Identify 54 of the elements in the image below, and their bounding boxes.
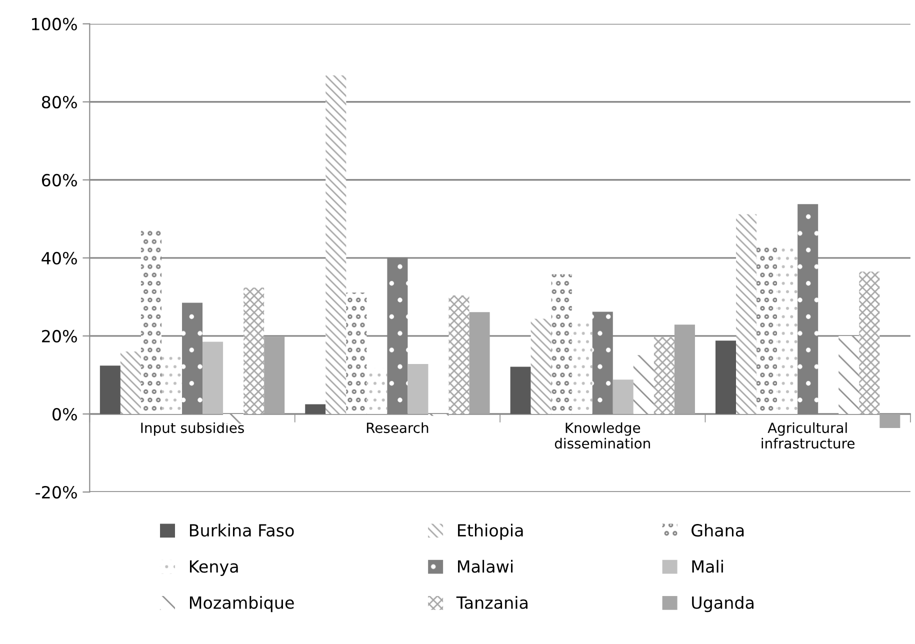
bar — [633, 355, 654, 414]
bar — [469, 312, 490, 414]
bar — [140, 229, 162, 414]
legend-label: Kenya — [190, 560, 238, 576]
bar — [366, 368, 388, 414]
bar — [654, 337, 674, 414]
legend-label: Mozambique — [190, 596, 294, 612]
bar — [387, 258, 408, 414]
bar — [592, 312, 613, 414]
bar — [715, 340, 736, 414]
legend-label: Uganda — [692, 596, 754, 612]
bar — [161, 356, 182, 414]
bar — [674, 324, 695, 414]
x-tick-label: Knowledge dissemination — [554, 422, 650, 449]
bar — [120, 352, 141, 414]
legend-label: Burkina Faso — [190, 524, 294, 537]
bar — [182, 302, 203, 414]
y-tick-label: 20% — [42, 330, 77, 343]
bar — [223, 414, 244, 424]
bar — [244, 288, 264, 414]
bar — [305, 404, 326, 414]
bar — [346, 292, 367, 414]
legend-label: Malawi — [458, 560, 513, 573]
bar — [777, 246, 798, 414]
y-tick-label: -20% — [36, 486, 77, 499]
bar — [326, 75, 346, 414]
y-tick-label: 40% — [42, 252, 77, 264]
bar — [408, 364, 428, 414]
bar — [756, 246, 778, 414]
y-tick-label: 80% — [42, 96, 77, 108]
bar — [798, 204, 818, 414]
bar — [530, 318, 552, 414]
bar — [572, 321, 592, 414]
legend-label: Ghana — [692, 524, 744, 537]
bar — [202, 342, 224, 414]
bar — [859, 272, 880, 414]
x-tick-label: Agricultural infrastructure — [762, 422, 854, 449]
bar — [510, 366, 531, 414]
legend-label: Ethiopia — [458, 524, 523, 540]
y-tick-label: 100% — [32, 18, 77, 30]
legend-label: Mali — [692, 560, 723, 573]
x-tick-label: Input subsidies — [141, 422, 244, 436]
bar — [448, 295, 470, 414]
bar — [100, 366, 120, 414]
y-tick-label: 0% — [52, 408, 77, 421]
bar — [264, 336, 285, 414]
legend-label: Tanzania — [456, 596, 528, 609]
bar — [551, 274, 572, 414]
x-tick-label: Research — [366, 422, 428, 434]
bar — [736, 214, 757, 414]
y-tick-label: 60% — [42, 174, 77, 186]
bar — [838, 336, 860, 414]
bar — [880, 414, 900, 428]
bar — [612, 380, 634, 414]
